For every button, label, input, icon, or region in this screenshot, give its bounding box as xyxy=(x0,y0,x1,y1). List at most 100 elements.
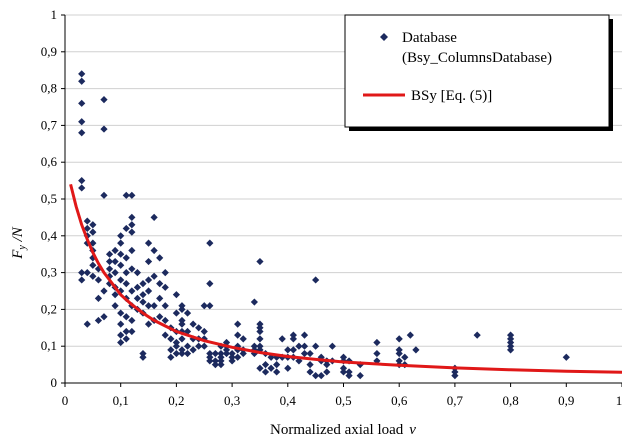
x-tick-label: 0,2 xyxy=(168,393,184,408)
data-point xyxy=(178,346,186,354)
data-point xyxy=(406,331,414,339)
data-point xyxy=(172,342,180,350)
y-tick-label: 0,4 xyxy=(41,228,58,243)
data-point xyxy=(507,331,515,339)
data-point xyxy=(139,349,147,358)
data-point xyxy=(289,331,297,339)
data-point xyxy=(128,213,136,221)
data-point xyxy=(128,287,136,295)
data-point xyxy=(250,298,258,306)
data-point xyxy=(133,283,142,291)
data-points xyxy=(78,70,570,380)
y-tick-label: 0,9 xyxy=(41,44,57,59)
data-point xyxy=(306,349,314,358)
data-point xyxy=(267,353,275,361)
data-point xyxy=(256,342,264,350)
data-point xyxy=(128,221,136,229)
data-point xyxy=(284,346,292,354)
y-axis-title-rest: /N xyxy=(10,226,26,245)
data-point xyxy=(183,309,192,317)
data-point xyxy=(117,338,125,347)
data-point xyxy=(195,324,203,332)
data-point xyxy=(211,349,219,358)
data-point xyxy=(94,316,103,325)
data-point xyxy=(373,338,381,347)
legend-label-bsy: BSy [Eq. (5)] xyxy=(411,88,492,104)
data-point xyxy=(189,320,197,328)
data-point xyxy=(117,309,125,317)
y-tick-label: 0,3 xyxy=(41,265,57,280)
data-point xyxy=(256,257,264,266)
data-point xyxy=(122,280,130,288)
data-point xyxy=(94,276,103,284)
y-axis-title: Fy /N xyxy=(10,226,28,260)
legend-label-database-line1: Database xyxy=(402,30,457,46)
data-point xyxy=(206,353,214,361)
data-point xyxy=(128,316,136,325)
data-point xyxy=(278,335,286,343)
data-point xyxy=(100,287,108,295)
data-point xyxy=(105,280,114,288)
data-point xyxy=(139,291,147,299)
data-point xyxy=(117,250,125,258)
data-point xyxy=(161,302,169,310)
data-point xyxy=(256,327,264,336)
data-point xyxy=(267,364,275,372)
data-point xyxy=(128,191,136,199)
y-tick-label: 0,2 xyxy=(41,301,57,316)
data-point xyxy=(222,338,231,347)
data-point xyxy=(78,99,86,107)
y-tick-label: 0,8 xyxy=(41,81,57,96)
data-point xyxy=(89,221,97,229)
y-axis-title-sub: y xyxy=(17,245,28,251)
data-point xyxy=(144,302,153,310)
data-point xyxy=(105,257,114,266)
data-point xyxy=(150,272,158,280)
data-point xyxy=(78,184,86,192)
data-point xyxy=(89,272,97,280)
data-point xyxy=(395,349,403,358)
data-point xyxy=(139,353,147,361)
data-point xyxy=(122,191,130,199)
x-axis-title: Normalized axial load ν xyxy=(270,422,416,438)
x-tick-label: 0,7 xyxy=(447,393,464,408)
data-point xyxy=(300,331,309,339)
data-point xyxy=(256,320,264,328)
data-point xyxy=(323,368,331,376)
data-point xyxy=(328,342,336,350)
data-point xyxy=(117,261,125,269)
data-point xyxy=(217,361,225,369)
data-point xyxy=(345,368,353,376)
data-point xyxy=(211,357,219,365)
data-point xyxy=(83,224,91,233)
data-point xyxy=(94,294,103,302)
x-tick-label: 0,6 xyxy=(391,393,408,408)
data-point xyxy=(339,353,348,361)
data-point xyxy=(94,265,103,273)
data-point xyxy=(178,349,186,358)
data-point xyxy=(373,349,381,358)
data-point xyxy=(156,280,164,288)
y-axis-title-main: F xyxy=(10,249,26,260)
y-tick-label: 0,5 xyxy=(41,191,57,206)
data-point xyxy=(144,239,153,247)
data-point xyxy=(83,217,91,225)
data-point xyxy=(156,294,164,302)
data-point xyxy=(206,302,214,310)
data-point xyxy=(161,283,169,291)
data-point xyxy=(172,291,180,299)
data-point xyxy=(211,361,219,369)
data-point xyxy=(228,353,236,361)
data-point xyxy=(217,349,225,358)
data-point xyxy=(339,368,348,376)
x-tick-label: 0,3 xyxy=(224,393,240,408)
data-point xyxy=(144,276,153,284)
data-point xyxy=(228,349,236,358)
data-point xyxy=(78,77,86,85)
data-point xyxy=(133,269,142,277)
data-point xyxy=(312,276,320,284)
data-point xyxy=(117,239,125,247)
data-point xyxy=(217,353,225,361)
data-point xyxy=(105,272,114,280)
data-point xyxy=(128,228,136,236)
